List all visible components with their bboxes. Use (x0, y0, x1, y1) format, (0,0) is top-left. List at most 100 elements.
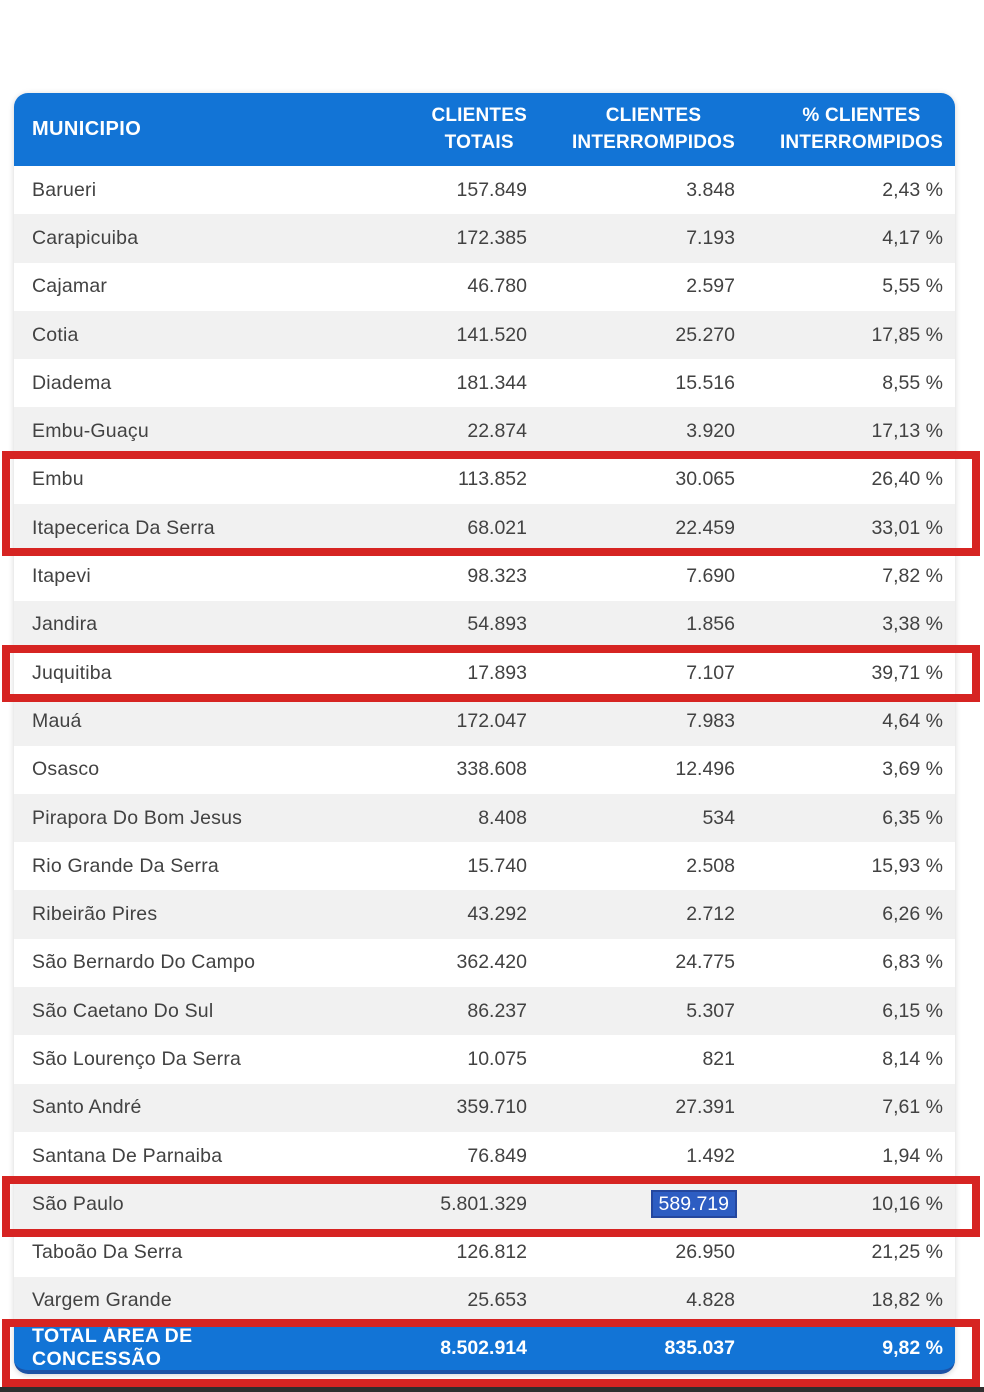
table-row: Vargem Grande 25.653 4.828 18,82 % (14, 1276, 955, 1326)
pct-interrompidos-value: 8,55 % (882, 371, 943, 394)
clientes-totais-value: 338.608 (456, 758, 528, 781)
table-row: Rio Grande Da Serra 15.740 2.508 15,93 % (14, 842, 955, 890)
clientes-totais-value: 68.021 (467, 516, 527, 539)
clientes-totais-value: 141.520 (456, 323, 528, 346)
clientes-totais-value: 113.852 (457, 468, 527, 491)
clientes-interrompidos-value: 534 (702, 806, 735, 829)
pct-interrompidos-value: 6,83 % (882, 951, 943, 974)
clientes-interrompidos-value: 1.492 (686, 1144, 735, 1167)
pct-interrompidos-value: 7,82 % (882, 565, 943, 588)
table-body: Barueri 157.849 3.848 2,43 % Carapicuiba… (14, 166, 955, 1326)
table-row: São Lourenço Da Serra 10.075 821 8,14 % (14, 1035, 955, 1083)
municipality-name: São Bernardo Do Campo (32, 951, 256, 974)
clientes-interrompidos-value: 3.920 (686, 420, 735, 443)
municipality-name: Juquitiba (32, 661, 112, 684)
pct-interrompidos-value: 10,16 % (871, 1192, 943, 1215)
clientes-totais-value: 172.047 (456, 709, 528, 732)
pct-interrompidos-value: 6,15 % (882, 999, 943, 1022)
column-header-clientes-totais-line2: TOTAIS (444, 131, 514, 153)
table-row: Santo André 359.710 27.391 7,61 % (14, 1083, 955, 1132)
selected-text-highlight: 589.719 (650, 1189, 737, 1218)
municipality-name: Jandira (32, 613, 98, 636)
municipality-name: Vargem Grande (32, 1289, 172, 1312)
column-header-clientes-interrompidos-line2: INTERROMPIDOS (571, 131, 735, 153)
table-row: São Caetano Do Sul 86.237 5.307 6,15 % (14, 987, 955, 1036)
pct-interrompidos-value: 26,40 % (871, 468, 943, 491)
table-header-row: MUNICIPIO CLIENTES TOTAIS CLIENTES INTER… (14, 93, 955, 166)
clientes-interrompidos-value: 26.950 (675, 1241, 735, 1264)
pct-interrompidos-value: 7,61 % (882, 1096, 943, 1119)
clientes-totais-value: 98.323 (467, 565, 527, 588)
column-header-clientes-totais-line1: CLIENTES (431, 104, 527, 126)
table-row: Cajamar 46.780 2.597 5,55 % (14, 263, 955, 311)
pct-interrompidos-value: 33,01 % (871, 516, 943, 539)
pct-interrompidos-value: 4,17 % (882, 226, 943, 249)
clientes-totais-value: 54.893 (467, 613, 527, 636)
clientes-totais-value: 15.740 (467, 854, 527, 877)
column-header-clientes-interrompidos: CLIENTES INTERROMPIDOS (527, 103, 735, 156)
clientes-totais-value: 43.292 (467, 903, 527, 926)
clientes-interrompidos-value: 2.712 (686, 903, 735, 926)
clientes-totais-value: 8.408 (478, 806, 527, 829)
table-row: Pirapora Do Bom Jesus 8.408 534 6,35 % (14, 793, 955, 843)
pct-interrompidos-value: 8,14 % (882, 1047, 943, 1070)
clientes-totais-value: 46.780 (467, 275, 527, 298)
table-row: Cotia 141.520 25.270 17,85 % (14, 310, 955, 360)
pct-interrompidos-value: 1,94 % (882, 1144, 943, 1167)
clientes-interrompidos-value: 7.107 (686, 661, 735, 684)
municipality-name: Embu (32, 468, 84, 491)
municipality-name: São Caetano Do Sul (32, 999, 214, 1022)
table-row: Embu-Guaçu 22.874 3.920 17,13 % (14, 407, 955, 456)
total-clientes-interrompidos-value: 835.037 (664, 1336, 736, 1359)
pct-interrompidos-value: 6,26 % (882, 903, 943, 926)
clientes-totais-value: 76.849 (467, 1144, 527, 1167)
municipality-name: Cajamar (32, 275, 108, 298)
clientes-totais-value: 172.385 (456, 226, 528, 249)
table-row: Osasco 338.608 12.496 3,69 % (14, 746, 955, 794)
column-header-pct-clientes-interrompidos: % CLIENTES INTERROMPIDOS (735, 103, 943, 156)
municipality-name: Diadema (32, 371, 112, 394)
clientes-totais-value: 359.710 (456, 1096, 528, 1119)
pct-interrompidos-value: 18,82 % (871, 1289, 943, 1312)
municipality-name: Embu-Guaçu (32, 420, 149, 443)
municipality-name: Itapecerica Da Serra (32, 516, 215, 539)
column-header-clientes-interrompidos-line1: CLIENTES (605, 104, 702, 126)
table-row: Mauá 172.047 7.983 4,64 % (14, 697, 955, 746)
clientes-totais-value: 86.237 (467, 999, 527, 1022)
municipality-name: Cotia (32, 323, 79, 346)
table-row: Embu 113.852 30.065 26,40 % (14, 456, 955, 504)
clientes-totais-value: 126.812 (456, 1241, 528, 1264)
municipality-name: Barueri (32, 178, 97, 201)
table-row: Itapecerica Da Serra 68.021 22.459 33,01… (14, 504, 955, 553)
clientes-totais-value: 157.849 (456, 178, 528, 201)
clientes-interrompidos-value: 7.193 (686, 226, 735, 249)
table-row: São Paulo 5.801.329 589.719 10,16 % (14, 1180, 955, 1229)
municipality-name: São Paulo (32, 1192, 124, 1215)
pct-interrompidos-value: 15,93 % (871, 854, 943, 877)
clientes-interrompidos-value: 7.690 (686, 565, 735, 588)
clientes-totais-value: 22.874 (467, 420, 527, 443)
clientes-interrompidos-value: 27.391 (675, 1096, 735, 1119)
municipality-name: Rio Grande Da Serra (32, 854, 219, 877)
table-row: Jandira 54.893 1.856 3,38 % (14, 600, 955, 649)
clientes-totais-value: 5.801.329 (440, 1192, 527, 1215)
municipality-name: São Lourenço Da Serra (32, 1047, 242, 1070)
total-clientes-totais-value: 8.502.914 (440, 1336, 527, 1359)
table-row: Ribeirão Pires 43.292 2.712 6,26 % (14, 890, 955, 939)
table-row: Itapevi 98.323 7.690 7,82 % (14, 552, 955, 600)
column-header-municipio: MUNICIPIO (32, 118, 142, 140)
table-row: Carapicuiba 172.385 7.193 4,17 % (14, 214, 955, 263)
clientes-interrompidos-value: 22.459 (675, 516, 735, 539)
clientes-interrompidos-value: 4.828 (686, 1289, 735, 1312)
table-row: Juquitiba 17.893 7.107 39,71 % (14, 649, 955, 697)
pct-interrompidos-value: 17,85 % (871, 323, 943, 346)
municipios-table: MUNICIPIO CLIENTES TOTAIS CLIENTES INTER… (14, 93, 955, 1375)
municipality-name: Mauá (32, 709, 82, 732)
municipality-name: Taboão Da Serra (32, 1241, 183, 1264)
clientes-interrompidos-value: 5.307 (686, 999, 735, 1022)
clientes-totais-value: 362.420 (456, 951, 528, 974)
clientes-interrompidos-value: 1.856 (686, 613, 735, 636)
pct-interrompidos-value: 3,38 % (882, 613, 943, 636)
clientes-interrompidos-value: 589.719 (527, 1189, 737, 1218)
bottom-border-line (0, 1387, 984, 1392)
